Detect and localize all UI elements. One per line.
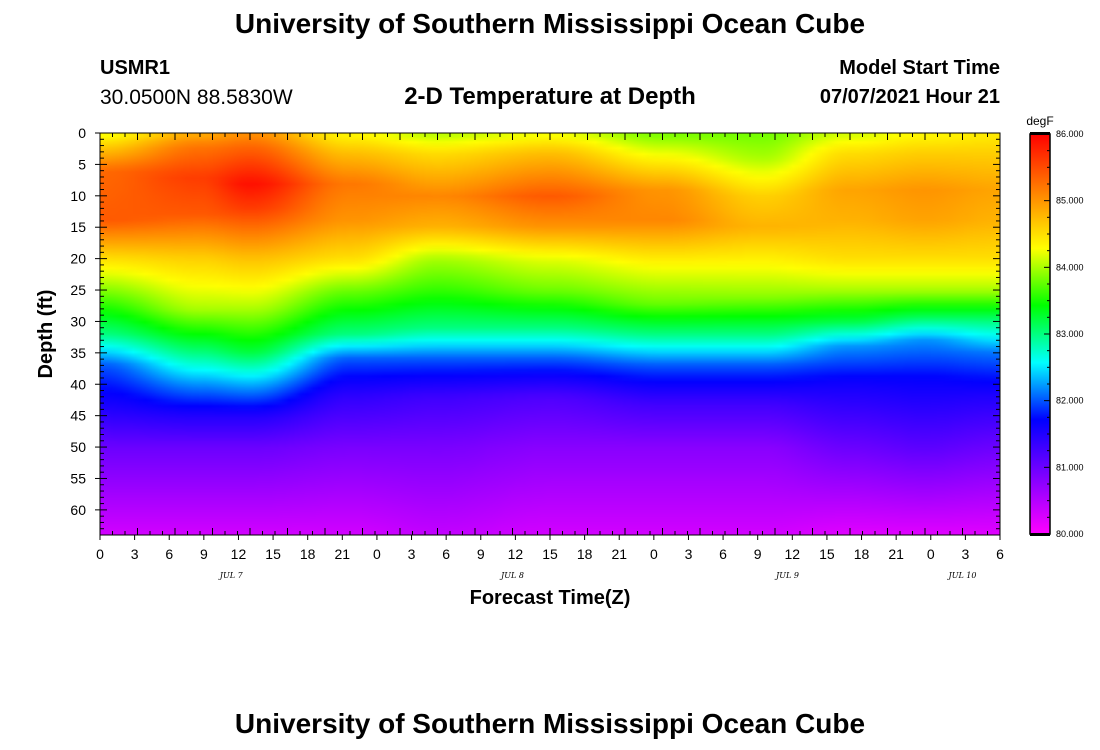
y-tick-label: 10 [70,188,86,204]
x-tick-label: 15 [265,546,281,562]
colorbar-unit: degF [1026,114,1053,128]
station-id: USMR1 [100,57,171,79]
x-tick-label: 18 [300,546,316,562]
colorbar-label: 81.000 [1056,462,1084,472]
x-tick-label: 12 [785,546,801,562]
y-tick-label: 5 [78,156,86,172]
x-tick-label: 9 [754,546,762,562]
colorbar-label: 80.000 [1056,529,1084,539]
x-tick-label: 3 [408,546,416,562]
x-tick-label: 6 [165,546,173,562]
x-tick-label: 15 [542,546,558,562]
day-label: JUL 9 [774,571,799,580]
x-tick-label: 18 [577,546,593,562]
x-tick-label: 3 [961,546,969,562]
y-tick-label: 15 [70,219,86,235]
x-tick-label: 0 [373,546,381,562]
chart-title: 2-D Temperature at Depth [404,83,696,110]
x-tick-label: 6 [442,546,450,562]
colorbar-cap-top [1030,132,1050,135]
y-tick-label: 55 [70,470,86,486]
day-label: JUL 10 [947,571,977,580]
model-start-value: 07/07/2021 Hour 21 [819,86,1000,108]
station-coordinates: 30.0500N 88.5830W [100,86,293,109]
y-tick-label: 35 [70,345,86,361]
x-tick-label: 6 [719,546,727,562]
y-tick-label: 45 [70,408,86,424]
x-tick-label: 12 [508,546,524,562]
colorbar-label: 83.000 [1056,329,1084,339]
y-tick-label: 30 [70,313,86,329]
x-tick-label: 6 [996,546,1004,562]
model-start-label: Model Start Time [839,57,1000,79]
x-tick-label: 9 [477,546,485,562]
x-tick-label: 21 [335,546,351,562]
y-axis-label: Depth (ft) [35,290,57,379]
x-tick-label: 15 [819,546,835,562]
y-tick-label: 40 [70,376,86,392]
x-tick-label: 0 [927,546,935,562]
y-tick-label: 25 [70,282,86,298]
x-tick-label: 3 [685,546,693,562]
colorbar-label: 86.000 [1056,129,1084,139]
heatmap-raster [100,133,1000,535]
y-tick-label: 20 [70,251,86,267]
axis-ticks: 0 3 6 9 12 15 18 21 0 3 6 9 12 15 18 21 0 3 6 9 12 15 18 21 0 3 6 J… [70,125,1004,580]
footer-title: University of Southern Mississippi Ocean… [234,708,866,739]
x-tick-label: 18 [854,546,870,562]
colorbar-label: 82.000 [1056,396,1084,406]
day-label: JUL 8 [499,571,524,580]
x-tick-label: 3 [131,546,139,562]
x-axis-label: Forecast Time(Z) [470,587,631,609]
colorbar-label: 85.000 [1056,196,1084,206]
y-tick-label: 50 [70,439,86,455]
y-tick-label: 60 [70,502,86,518]
colorbar-cap-bottom [1030,533,1050,536]
day-label: JUL 7 [218,571,244,580]
y-tick-label: 0 [78,125,86,141]
x-tick-label: 12 [231,546,247,562]
x-tick-label: 0 [650,546,658,562]
colorbar: 86.000 85.000 84.000 83.000 82.000 81.000 80.0… [1026,114,1083,539]
x-tick-label: 0 [96,546,104,562]
x-tick-label: 21 [888,546,904,562]
colorbar-label: 84.000 [1056,262,1084,272]
x-tick-label: 21 [611,546,627,562]
page-title: University of Southern Mississippi Ocean… [234,8,866,39]
x-tick-label: 9 [200,546,208,562]
heatmap-image [100,133,1000,535]
